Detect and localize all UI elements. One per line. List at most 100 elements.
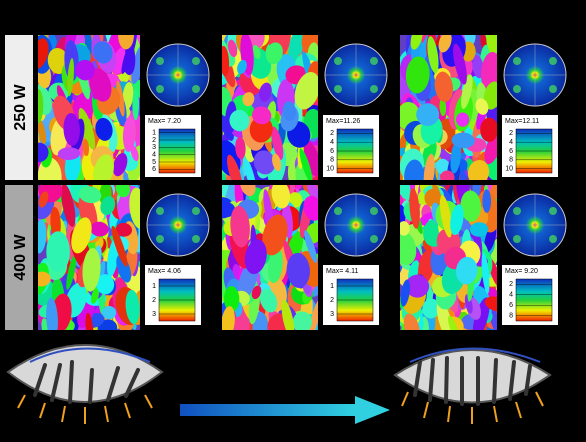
grain (93, 154, 114, 180)
grain (242, 92, 255, 107)
grain (450, 204, 464, 236)
grain (252, 106, 272, 125)
grain (66, 254, 77, 290)
grain (72, 91, 97, 123)
grain (125, 289, 140, 325)
grain (82, 247, 101, 292)
grain (475, 98, 489, 115)
grain (439, 98, 447, 117)
grain (38, 142, 49, 162)
legend-tick: 2 (330, 297, 334, 304)
grain (222, 185, 231, 207)
grain (259, 82, 272, 102)
legend-tick: 4 (509, 292, 513, 299)
grain (78, 186, 102, 204)
grain (222, 202, 236, 218)
grain (235, 136, 246, 160)
grain (484, 131, 497, 165)
grain (259, 288, 278, 313)
arrow-body (180, 404, 355, 416)
grain (400, 231, 417, 265)
grain (223, 286, 240, 312)
grain (118, 35, 134, 50)
pole-spot (370, 207, 378, 215)
grain (271, 126, 284, 160)
grain (38, 88, 44, 124)
grain (111, 225, 128, 267)
grain (251, 285, 262, 300)
legend-max: Max=12.11 (505, 118, 539, 125)
legend-tick: 3 (330, 311, 334, 318)
grain (116, 80, 125, 117)
row-label: 400 W (12, 233, 29, 280)
ebsd-map (222, 185, 318, 330)
grain (434, 71, 454, 102)
ebsd-map (38, 185, 140, 330)
pole-spot (513, 207, 521, 215)
pole-spot (334, 207, 342, 215)
grain (451, 132, 475, 149)
legend-max: Max= 7.20 (148, 118, 181, 125)
grain (282, 101, 297, 122)
grain (448, 315, 459, 330)
pole-spot (334, 85, 342, 93)
grain (46, 231, 70, 273)
pole-spot (513, 235, 521, 243)
legend-tick: 5 (152, 159, 156, 166)
legend-tick: 2 (330, 130, 334, 137)
grain (222, 45, 230, 77)
grain (267, 248, 283, 284)
grain (299, 148, 313, 180)
legend-max: Max= 4.11 (326, 268, 358, 275)
grain (262, 214, 288, 256)
grain (227, 39, 238, 58)
pole-spot (549, 85, 557, 93)
grain (100, 196, 116, 216)
legend-tick: 6 (509, 302, 513, 309)
ebsd-map (222, 35, 318, 180)
row-label-box (5, 185, 33, 330)
grain (469, 222, 489, 237)
pole-spot (156, 85, 164, 93)
grain (303, 195, 318, 221)
grain (229, 109, 250, 132)
schematic-right (393, 347, 552, 424)
grain (472, 54, 484, 79)
grain (252, 45, 261, 59)
pole-spot (549, 207, 557, 215)
ebsd-map (400, 35, 497, 180)
pole-spot (370, 235, 378, 243)
legend-tick: 4 (152, 152, 156, 159)
grain (122, 116, 136, 152)
grain (90, 287, 100, 304)
grain (483, 81, 497, 110)
pole-spot (370, 57, 378, 65)
grain (129, 187, 140, 229)
grain (82, 138, 90, 157)
grain (456, 112, 470, 127)
grain (115, 185, 131, 198)
grain (455, 256, 478, 285)
grain (102, 305, 117, 320)
grain (460, 190, 482, 222)
pole-spot (156, 57, 164, 65)
grain (453, 43, 467, 85)
pole-spot (513, 85, 521, 93)
legend-tick: 6 (152, 166, 156, 173)
grain (132, 88, 140, 121)
pole-spot (156, 235, 164, 243)
pole-spot (334, 57, 342, 65)
grain (38, 271, 51, 287)
grain (427, 36, 439, 74)
grain (78, 107, 96, 150)
grain (222, 306, 235, 330)
legend-tick: 2 (509, 130, 513, 137)
grain (90, 221, 109, 237)
legend-tick: 8 (509, 313, 513, 320)
grain (244, 239, 267, 275)
grain (116, 254, 132, 283)
pole-spot (549, 57, 557, 65)
legend-tick: 8 (330, 157, 334, 164)
legend-tick: 3 (152, 311, 156, 318)
